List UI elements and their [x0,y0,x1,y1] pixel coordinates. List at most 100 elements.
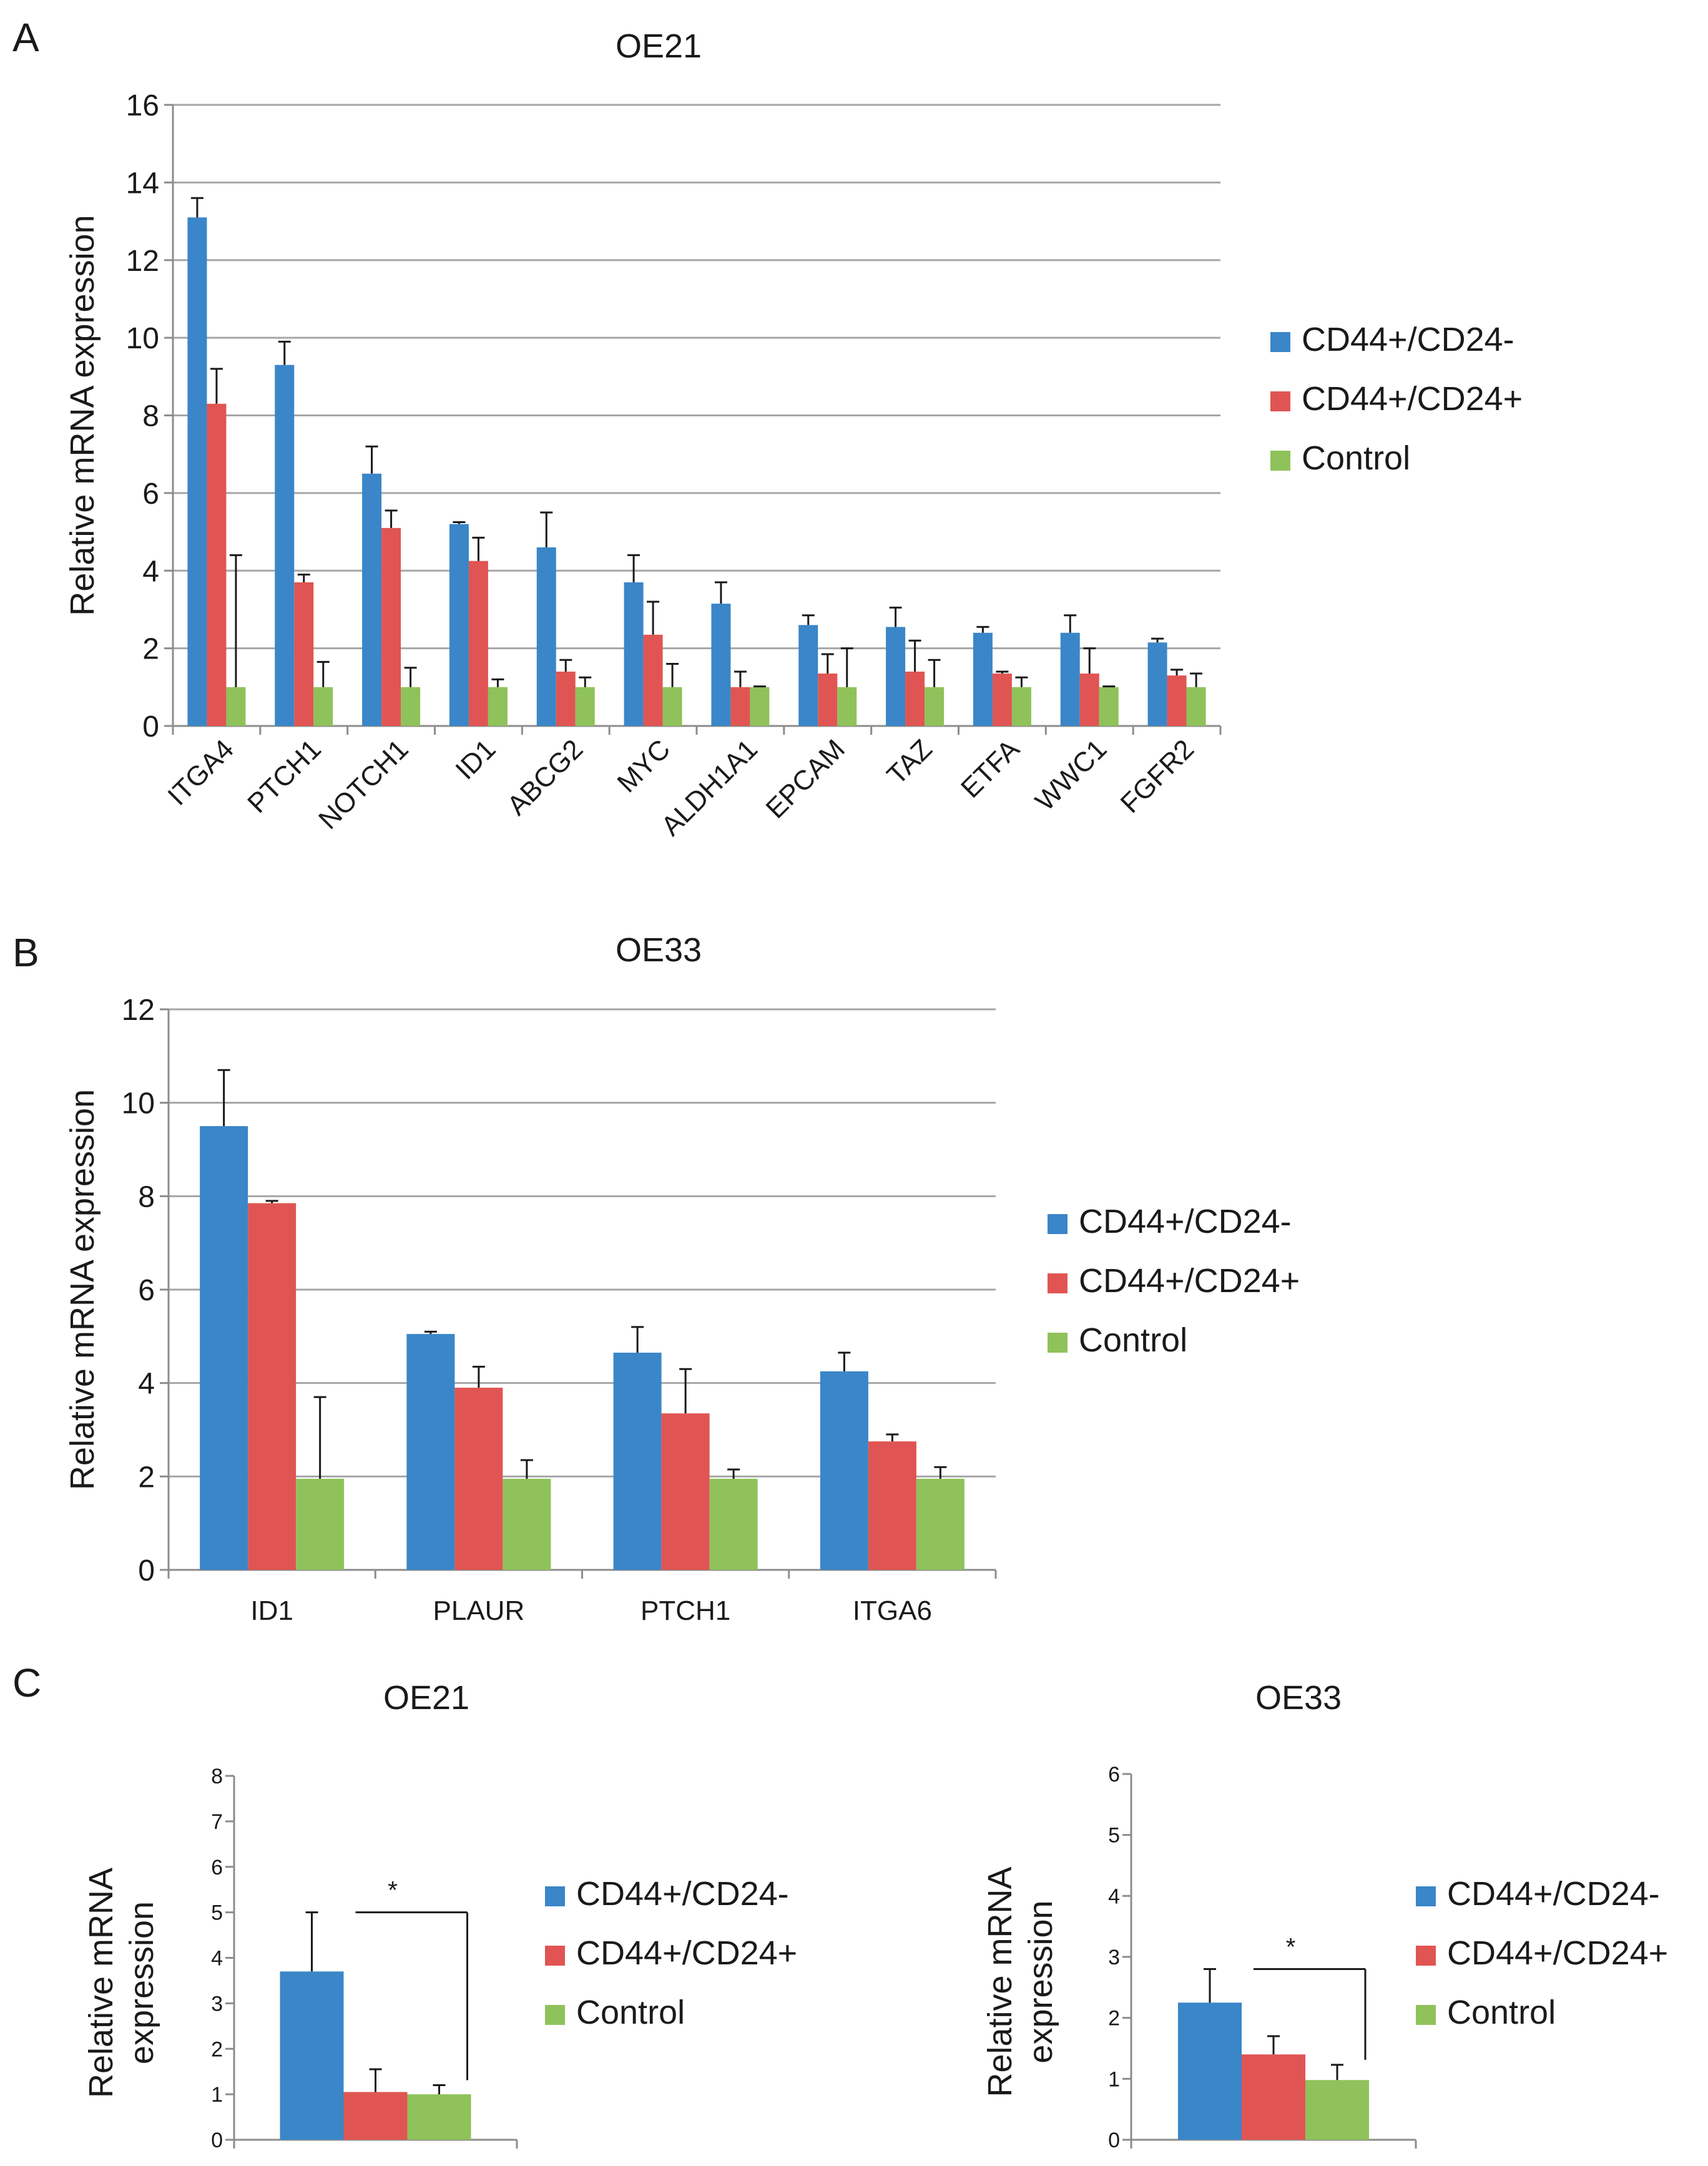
chart-c2-legend-swatch [1416,1946,1436,1966]
chart-b-ytick-label: 2 [138,1461,155,1494]
chart-b-bar-plaur-0 [406,1334,455,1570]
chart-b-category-label: ID1 [250,1595,293,1626]
chart-a-bar-abcg2-1 [556,671,576,726]
chart-a-bar-etfa-1 [992,674,1012,726]
chart-a-bar-aldh1a1-0 [711,604,731,726]
chart-b-ytick-label: 0 [138,1554,155,1587]
chart-b-ytick-label: 6 [138,1274,155,1307]
chart-b-bar-itga6-0 [820,1371,868,1570]
chart-b-oe33: OE33 0 2 4 6 8 10 12 Relative mRNA expression ID1… [64,931,1300,1626]
chart-c2-ytick-label: 4 [1108,1884,1120,1908]
chart-b-legend-swatch [1048,1333,1068,1353]
panel-letter-a: A [12,15,39,60]
chart-c1-title: OE21 [383,1679,469,1717]
chart-a-bar-aldh1a1-2 [750,687,770,726]
chart-b-bar-id1-2 [296,1479,345,1570]
chart-a-category-label: FGFR2 [1115,733,1200,819]
chart-a-bar-etfa-2 [1011,687,1031,726]
chart-a-bar-abcg2-0 [536,547,556,726]
chart-a-oe21: OE21 0 2 4 6 8 10 12 14 16 Relative mRNA expressio… [64,27,1523,841]
chart-c2-ylabel: Relative mRNA [981,1866,1019,2097]
chart-a-legend-label: Control [1302,439,1410,477]
chart-a-bar-id1-2 [488,687,508,726]
chart-a-bar-id1-1 [468,561,488,726]
chart-c1-legend-swatch [545,1886,565,1906]
chart-a-legend-label: CD44+/CD24- [1302,321,1514,358]
chart-c1-legend-label: CD44+/CD24+ [576,1934,797,1972]
chart-b-ytick-label: 10 [122,1087,155,1120]
chart-a-bar-itga4-2 [226,687,246,726]
chart-c2-bar-group-1 [1242,2054,1305,2140]
chart-c1-ylabel: Relative mRNA [82,1868,120,2098]
chart-a-ytick-label: 10 [126,322,159,355]
chart-a-bar-notch1-0 [362,473,382,726]
chart-c2-legend-swatch [1416,2005,1436,2025]
chart-c1-ytick-label: 8 [211,1765,223,1788]
chart-c2-sig-marker: * [1286,1934,1296,1961]
chart-b-bar-plaur-1 [454,1388,503,1570]
chart-a-bar-fgfr2-0 [1147,642,1167,726]
chart-c2-ytick-label: 6 [1108,1763,1120,1786]
chart-a-category-label: PTCH1 [242,733,327,819]
chart-a-ytick-label: 14 [126,167,159,200]
chart-c2-ytick-label: 5 [1108,1824,1120,1848]
chart-b-bar-itga6-1 [868,1441,916,1570]
chart-c2-legend-label: Control [1447,1994,1556,2031]
chart-a-ytick-label: 12 [126,245,159,278]
chart-a-title: OE21 [616,27,702,65]
chart-c1-ylabel: expression [123,1901,160,2064]
chart-c1-ytick-label: 4 [211,1947,223,1971]
chart-a-bar-notch1-2 [401,687,421,726]
chart-a-bar-epcam-1 [818,674,838,726]
chart-a-bar-ptch1-1 [294,582,314,726]
chart-b-bar-id1-1 [248,1203,297,1570]
chart-a-bar-fgfr2-1 [1167,675,1187,726]
chart-a-bar-wwc1-1 [1079,674,1099,726]
chart-b-legend-swatch [1048,1214,1068,1234]
chart-c1-ytick-label: 1 [211,2083,223,2107]
chart-c-oe33: OE33 0 1 2 3 4 5 6 Relative mRNA expression * CD44+… [981,1679,1668,2152]
chart-a-ytick-label: 6 [142,478,159,511]
chart-c2-ytick-label: 0 [1108,2129,1120,2152]
chart-c1-ytick-label: 7 [211,1810,223,1834]
chart-b-title: OE33 [616,931,702,969]
chart-a-bar-ptch1-2 [313,687,333,726]
chart-c-oe21: OE21 0 1 2 3 4 5 6 7 8 Relative mRNA expression * CD4… [82,1679,797,2152]
chart-a-ytick-label: 2 [142,633,159,666]
chart-b-legend-label: Control [1079,1321,1187,1359]
chart-b-legend-swatch [1048,1273,1068,1293]
chart-a-bar-myc-1 [643,634,663,726]
chart-a-ytick-label: 16 [126,89,159,122]
chart-a-bar-abcg2-2 [575,687,595,726]
chart-b-bar-ptch1-2 [709,1479,758,1570]
panel-letter-b: B [12,930,39,975]
chart-a-bar-taz-0 [886,627,906,726]
chart-b-ylabel: Relative mRNA expression [64,1089,101,1490]
chart-c1-legend-swatch [545,2005,565,2025]
chart-b-bar-itga6-2 [916,1479,964,1570]
chart-c1-ytick-label: 5 [211,1901,223,1925]
chart-a-bar-id1-0 [449,524,469,726]
chart-a-bar-aldh1a1-1 [730,687,750,726]
chart-b-bar-plaur-2 [503,1479,551,1570]
chart-c1-ytick-label: 3 [211,1992,223,2016]
chart-a-bar-wwc1-0 [1060,632,1080,726]
chart-a-bar-taz-2 [925,687,945,726]
chart-a-ytick-label: 0 [142,710,159,743]
chart-a-category-label: ETFA [955,733,1026,804]
chart-a-ytick-label: 8 [142,400,159,433]
chart-c1-legend-label: CD44+/CD24- [576,1875,789,1913]
chart-a-bar-itga4-1 [207,403,227,726]
chart-a-category-label: ALDH1A1 [655,733,763,841]
chart-a-legend-swatch [1270,332,1290,352]
chart-b-category-label: ITGA6 [853,1595,932,1626]
chart-b-bar-ptch1-0 [613,1353,662,1570]
chart-c2-ytick-label: 1 [1108,2067,1120,2091]
chart-b-ytick-label: 12 [122,994,155,1027]
chart-a-category-label: EPCAM [760,733,851,824]
chart-a-category-label: ID1 [449,733,501,785]
chart-c1-ytick-label: 2 [211,2037,223,2061]
chart-c1-ytick-label: 0 [211,2129,223,2152]
chart-a-category-label: ABCG2 [501,733,589,821]
